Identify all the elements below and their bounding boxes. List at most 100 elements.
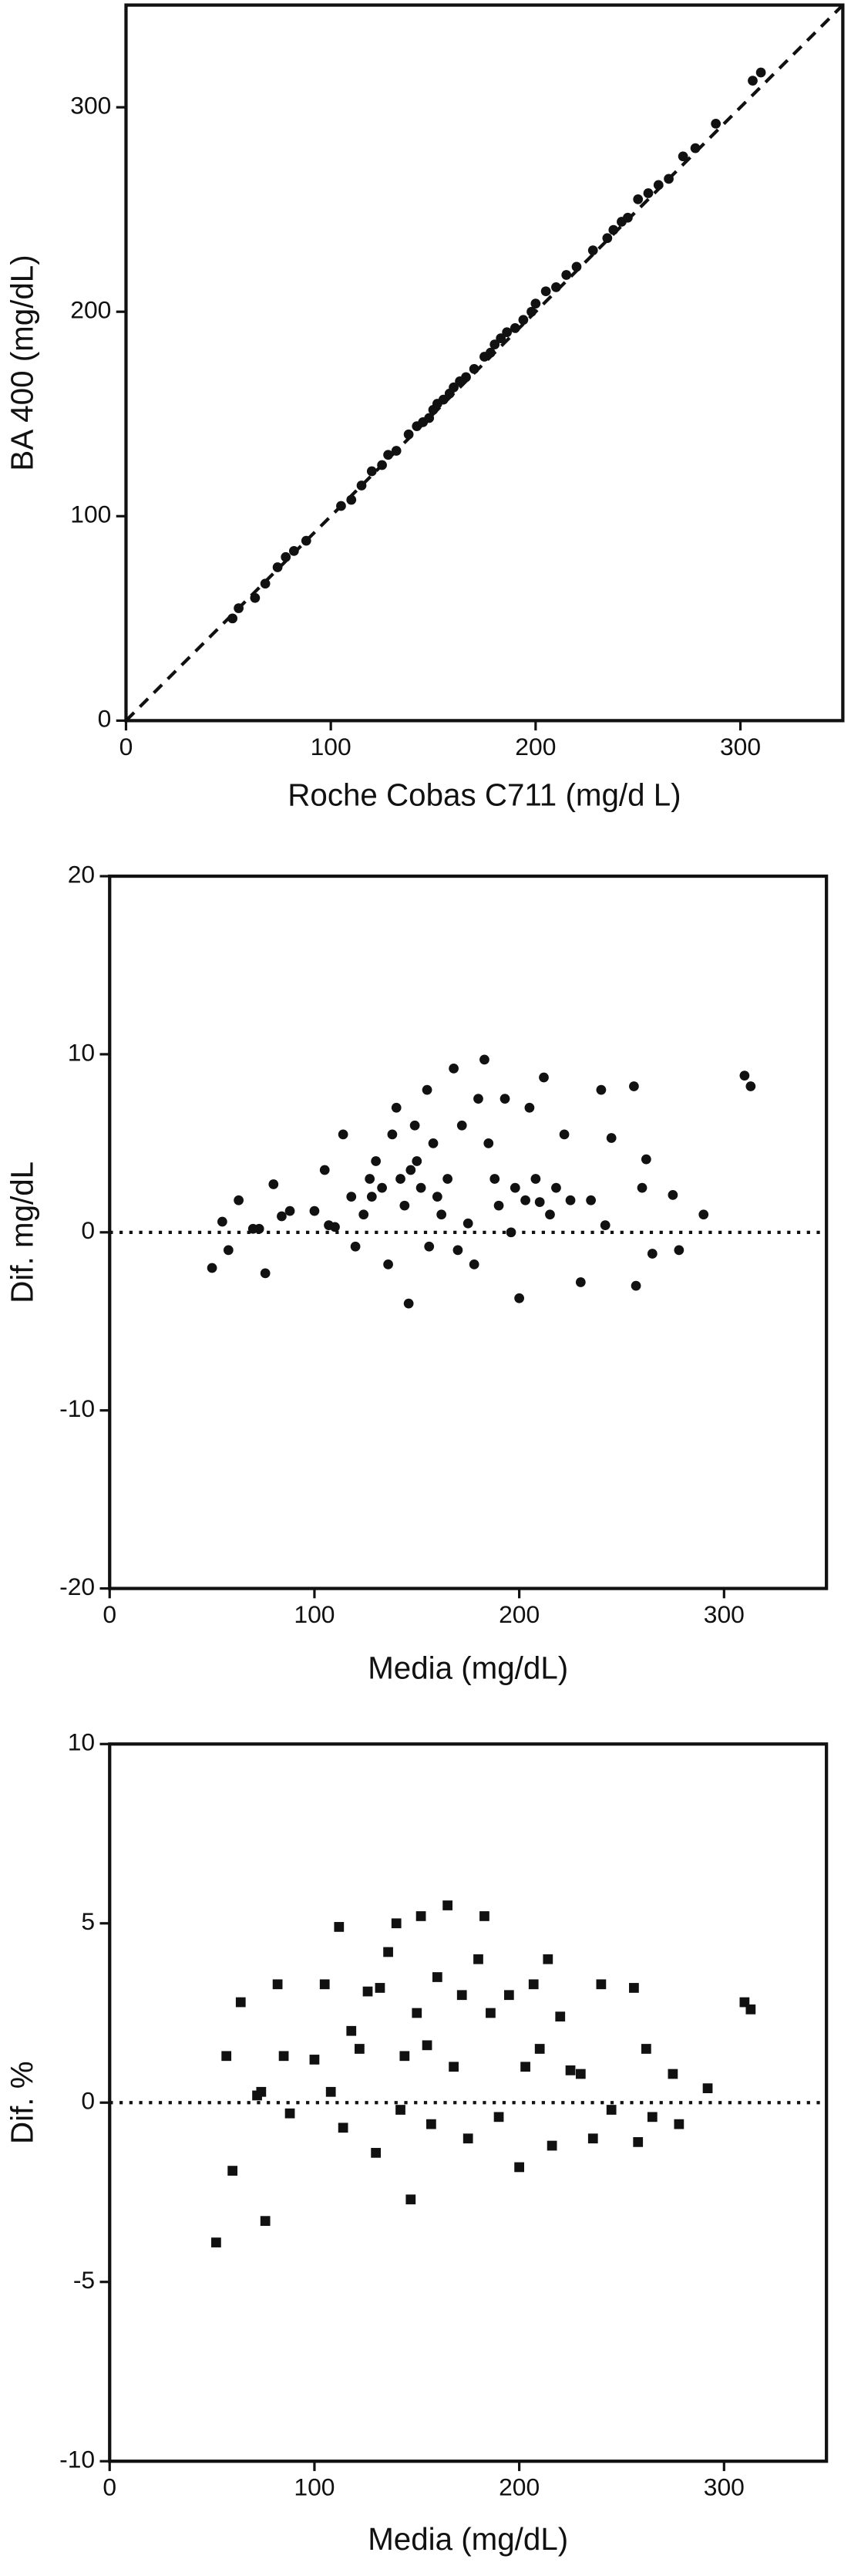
- point: [412, 2008, 422, 2018]
- point: [268, 1179, 279, 1189]
- point: [272, 562, 283, 572]
- y-tick-label: 10: [68, 1038, 95, 1066]
- point: [745, 1081, 756, 1091]
- point: [330, 1222, 340, 1232]
- point: [424, 1241, 435, 1252]
- point: [403, 1298, 414, 1309]
- point: [559, 1129, 570, 1140]
- point: [469, 1259, 479, 1269]
- point: [631, 1280, 641, 1291]
- point: [284, 2108, 295, 2119]
- point: [462, 2133, 473, 2144]
- point: [545, 1209, 555, 1220]
- y-tick-label: 0: [81, 1216, 95, 1244]
- x-tick-label: 0: [103, 1600, 116, 1628]
- point: [587, 245, 598, 256]
- point: [571, 261, 582, 272]
- point: [365, 1174, 375, 1184]
- point: [493, 1200, 504, 1211]
- point: [377, 1182, 387, 1193]
- point: [221, 2051, 232, 2062]
- point: [486, 2008, 496, 2018]
- x-tick-label: 300: [720, 733, 761, 760]
- point: [449, 1064, 459, 1074]
- point: [540, 286, 551, 297]
- x-tick-label: 200: [515, 733, 556, 760]
- point: [362, 1986, 373, 1997]
- point: [395, 1174, 405, 1184]
- y-tick-label: -10: [59, 2446, 95, 2473]
- point: [399, 1200, 410, 1211]
- point: [698, 1209, 709, 1220]
- point: [530, 1174, 541, 1184]
- point: [543, 1954, 553, 1964]
- point: [412, 1156, 422, 1166]
- y-tick-label: 0: [98, 705, 112, 733]
- point: [284, 1205, 295, 1216]
- point: [227, 613, 238, 624]
- x-axis-label: Media (mg/dL): [368, 1650, 568, 1685]
- point: [596, 1979, 607, 1990]
- point: [350, 1241, 361, 1252]
- point: [565, 1195, 576, 1205]
- point: [387, 1129, 398, 1140]
- point: [633, 194, 644, 204]
- y-tick-label: -10: [59, 1394, 95, 1422]
- point: [260, 578, 271, 589]
- x-tick-label: 200: [499, 1600, 540, 1628]
- point: [227, 2166, 238, 2176]
- point: [334, 1922, 345, 1932]
- point: [399, 2051, 410, 2062]
- y-tick-label: -20: [59, 1573, 95, 1600]
- y-tick-label: -5: [73, 2266, 95, 2294]
- y-tick-label: 20: [68, 860, 95, 888]
- point: [606, 2105, 617, 2115]
- point: [520, 1195, 530, 1205]
- point: [235, 1997, 246, 2008]
- point: [309, 1205, 320, 1216]
- point: [496, 333, 506, 344]
- point: [436, 1209, 447, 1220]
- point: [586, 1195, 596, 1205]
- point: [338, 2123, 348, 2133]
- point: [518, 315, 529, 325]
- x-tick-label: 0: [119, 733, 133, 760]
- point: [510, 1182, 520, 1193]
- point: [555, 2011, 566, 2022]
- point: [358, 1209, 369, 1220]
- point: [479, 1911, 489, 1921]
- point: [432, 1972, 442, 1982]
- point: [325, 2086, 336, 2097]
- point: [608, 224, 619, 235]
- point: [346, 2025, 357, 2036]
- point: [461, 372, 471, 383]
- x-tick-label: 300: [704, 1600, 745, 1628]
- point: [234, 603, 244, 613]
- point: [514, 2162, 524, 2173]
- x-axis-label: Roche Cobas C711 (mg/d L): [288, 777, 681, 813]
- point: [534, 1197, 545, 1207]
- point: [366, 466, 377, 477]
- point: [383, 450, 393, 460]
- point: [391, 446, 402, 456]
- point: [674, 2119, 684, 2129]
- point: [366, 1192, 377, 1202]
- point: [462, 1218, 473, 1229]
- point: [452, 1245, 463, 1256]
- point: [647, 2112, 658, 2123]
- x-tick-label: 100: [294, 2473, 335, 2501]
- point: [623, 212, 633, 223]
- y-tick-label: 300: [70, 92, 111, 120]
- plot-frame: [124, 3, 845, 723]
- point: [405, 1165, 416, 1175]
- point: [643, 188, 654, 198]
- point: [383, 1947, 393, 1957]
- point: [641, 2044, 651, 2054]
- point: [473, 1954, 483, 1964]
- point: [534, 2044, 545, 2054]
- point: [551, 1182, 561, 1193]
- point: [489, 339, 500, 349]
- point: [428, 1138, 439, 1148]
- point: [250, 592, 261, 603]
